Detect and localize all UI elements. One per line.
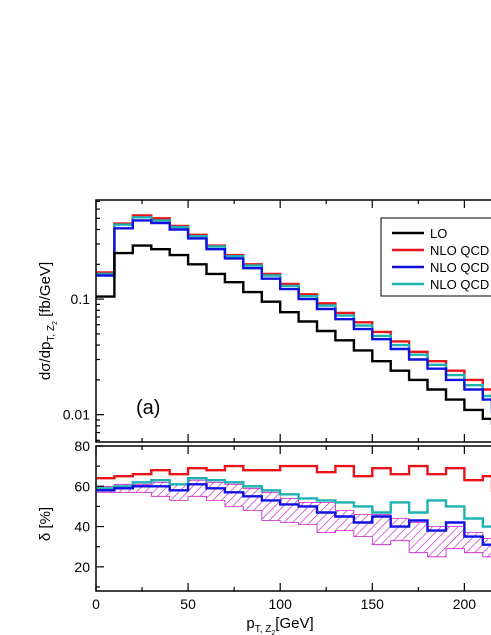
y-axis-title-bottom: δ [%] — [37, 507, 54, 541]
legend-label-2: NLO QCD — [430, 260, 489, 275]
band-bin — [261, 492, 281, 521]
y-axis-title-top: dσ/dpT, Z2 [fb/GeV] — [37, 262, 59, 380]
x-tick-label: 200 — [453, 596, 477, 612]
y-tick-label-bottom: 80 — [74, 438, 90, 454]
top-y-ticks: 0.01 0.1 — [63, 200, 104, 441]
series-line-1-bottom — [96, 483, 491, 547]
y-tick-label-top: 0.01 — [63, 407, 90, 423]
band-bin — [224, 484, 244, 507]
panel-label: (a) — [136, 397, 160, 419]
series-line-2-top — [96, 219, 491, 414]
top-marks — [96, 214, 491, 425]
legend: LO NLO QCD NLO QCD NLO QCD — [380, 217, 491, 297]
bottom-x-ticks: 0 50 100 150 200 — [92, 446, 476, 612]
y-tick-label-top: 0.1 — [71, 291, 91, 307]
y-tick-label-bottom: 20 — [74, 559, 90, 575]
band-lower-edge — [96, 491, 491, 558]
bottom-plot-frame — [95, 445, 491, 592]
x-tick-label: 50 — [180, 596, 196, 612]
y-tick-label-bottom: 60 — [74, 478, 90, 494]
series-line-0-top — [96, 244, 491, 425]
legend-label-3: NLO QCD — [430, 277, 489, 292]
top-x-ticks — [95, 200, 465, 442]
band-bin — [317, 502, 336, 533]
bottom-panel: 20 40 60 80 0 50 100 150 200 δ [%] pT, Z2[GeV] — [37, 438, 491, 635]
band-bin — [169, 484, 189, 501]
legend-label-0: LO — [430, 226, 447, 241]
band-bin — [482, 538, 491, 557]
x-tick-label: 150 — [361, 596, 385, 612]
band-bin — [372, 514, 391, 545]
y-tick-label-bottom: 40 — [74, 519, 90, 535]
band-bin — [390, 518, 410, 541]
x-axis-title: pT, Z2[GeV] — [246, 615, 313, 635]
top-panel: 0.01 0.1 (a) dσ/dpT, Z2 [fb/GeV] LO NLO QC… — [37, 199, 491, 443]
band-bin — [151, 482, 170, 497]
band-bin — [298, 502, 317, 525]
band-bin — [446, 526, 465, 549]
band-bin — [132, 484, 152, 493]
x-tick-label: 100 — [269, 596, 293, 612]
band-bin — [427, 526, 446, 557]
band-bin — [335, 510, 354, 531]
legend-label-1: NLO QCD — [430, 243, 489, 258]
band-bin — [409, 522, 428, 553]
series-line-2-bottom — [96, 477, 491, 528]
band-bin — [280, 498, 299, 523]
bottom-y-ticks: 20 40 60 80 — [74, 438, 104, 588]
band-bin — [206, 482, 225, 501]
x-tick-label: 0 — [92, 596, 100, 612]
top-plot-frame — [95, 199, 491, 443]
band-bin — [353, 514, 373, 537]
band-bin — [243, 488, 262, 511]
band-bin — [188, 480, 207, 497]
series-line-0-bottom — [96, 464, 491, 493]
bottom-marks — [96, 464, 491, 558]
